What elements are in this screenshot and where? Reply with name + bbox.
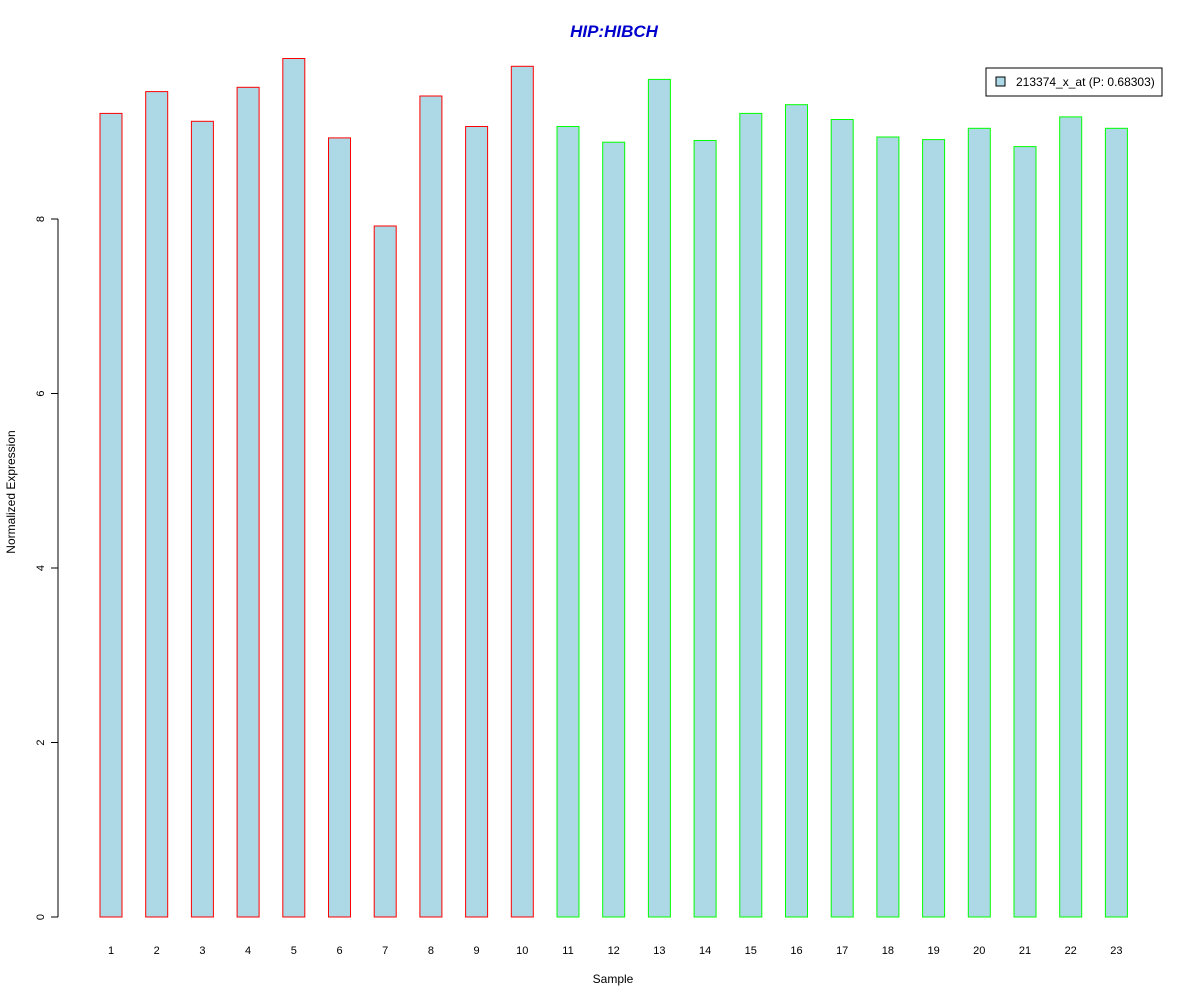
x-tick-label: 1 [108,945,114,957]
bar-sample-10 [510,65,534,918]
bar-sample-7 [373,225,397,918]
x-tick-label: 10 [516,945,528,957]
bar-sample-21 [1013,146,1037,918]
bar-sample-14 [693,140,717,918]
legend: 213374_x_at (P: 0.68303) [985,67,1163,97]
y-tick-label: 8 [35,216,47,222]
x-tick-label: 22 [1065,945,1077,957]
bar-sample-6 [328,137,351,918]
legend-swatch [995,76,1006,87]
x-tick-label: 11 [562,945,573,957]
x-tick-label: 17 [836,945,848,957]
bar-sample-8 [419,95,443,918]
bar-sample-18 [876,136,900,918]
bar-sample-9 [465,126,489,918]
x-tick-label: 6 [336,945,342,957]
x-tick-label: 20 [973,945,985,957]
x-tick-label: 2 [154,945,160,957]
bar-sample-15 [739,112,763,918]
x-tick-label: 5 [291,945,297,957]
x-tick-label: 13 [653,945,665,957]
bar-sample-3 [190,120,214,918]
x-tick-label: 19 [927,945,939,957]
x-tick-label: 9 [474,945,480,957]
bar-sample-22 [1059,116,1083,918]
y-axis: 0 2 4 6 8 [35,216,59,920]
bar-sample-17 [830,119,854,918]
x-tick-labels: 1 2 3 4 5 6 7 8 9 10 11 12 13 14 15 16 17 18 19 20 21 22 23 [108,945,1123,957]
x-tick-label: 16 [790,945,802,957]
x-tick-label: 15 [745,945,757,957]
bar-sample-16 [785,104,808,918]
x-axis-label: Sample [593,972,634,986]
bar-sample-4 [236,86,260,918]
bar-sample-11 [556,126,580,918]
x-tick-label: 18 [882,945,894,957]
bar-sample-13 [647,78,671,918]
bar-sample-23 [1104,127,1128,918]
bar-sample-20 [967,127,991,918]
bar-sample-5 [282,58,306,918]
x-tick-label: 21 [1019,945,1031,957]
y-tick-label: 0 [35,914,47,920]
y-tick-label: 6 [35,390,47,396]
x-tick-label: 7 [382,945,388,957]
bar-sample-12 [602,141,626,918]
x-tick-label: 8 [428,945,434,957]
bar-sample-1 [99,112,123,918]
x-tick-label: 3 [199,945,205,957]
y-tick-label: 4 [35,565,47,571]
y-tick-label: 2 [35,739,47,745]
x-tick-label: 14 [699,945,711,957]
bars-group [99,58,1128,918]
x-tick-label: 4 [245,945,251,957]
y-axis-label: Normalized Expression [4,430,18,553]
bar-sample-19 [922,139,946,918]
chart-title: HIP:HIBCH [570,22,659,41]
legend-entry: 213374_x_at (P: 0.68303) [1016,75,1155,89]
x-tick-label: 12 [608,945,620,957]
x-tick-label: 23 [1110,945,1122,957]
bar-sample-2 [145,91,169,918]
legend-box [985,67,1163,97]
